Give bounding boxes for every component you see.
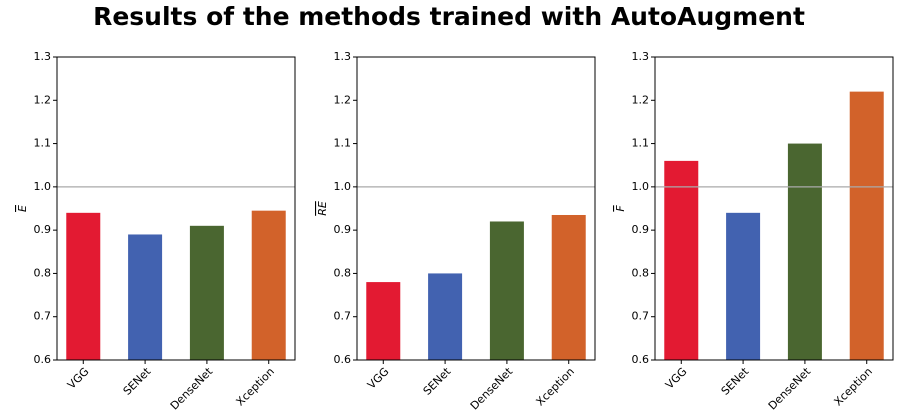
x-tick-label: Xception bbox=[534, 365, 577, 408]
bar bbox=[251, 210, 286, 360]
x-tick-label: Xception bbox=[234, 365, 277, 408]
bar bbox=[189, 225, 224, 360]
y-tick-label: 1.0 bbox=[632, 180, 650, 193]
y-tick-label: 0.6 bbox=[334, 353, 352, 366]
x-tick-label: SENet bbox=[121, 365, 154, 398]
y-tick-label: 1.3 bbox=[632, 50, 650, 63]
bar bbox=[366, 282, 401, 360]
y-tick-label: 0.6 bbox=[632, 353, 650, 366]
bar bbox=[128, 234, 163, 360]
x-tick-label: DenseNet bbox=[766, 365, 814, 413]
y-tick-label: 1.2 bbox=[632, 93, 650, 106]
y-tick-label: 1.3 bbox=[34, 50, 52, 63]
plot-frame bbox=[654, 56, 894, 361]
y-tick-label: 0.8 bbox=[34, 266, 52, 279]
y-tick-label: 0.6 bbox=[34, 353, 52, 366]
y-tick-label: 1.1 bbox=[334, 137, 352, 150]
y-tick-label: 1.1 bbox=[632, 137, 650, 150]
bar bbox=[849, 91, 884, 360]
y-tick-label: 0.7 bbox=[334, 310, 352, 323]
y-tick-label: 1.2 bbox=[34, 93, 52, 106]
y-axis-label: F bbox=[614, 205, 627, 212]
bar bbox=[726, 212, 761, 360]
x-tick-label: SENet bbox=[719, 365, 752, 398]
figure-title: Results of the methods trained with Auto… bbox=[93, 2, 805, 31]
x-tick-label: SENet bbox=[421, 365, 454, 398]
bar bbox=[787, 143, 822, 360]
bar bbox=[551, 214, 586, 360]
bar bbox=[66, 212, 101, 360]
plot-frame bbox=[56, 56, 296, 361]
y-axis-label: RE bbox=[316, 201, 329, 216]
y-tick-label: 0.8 bbox=[632, 266, 650, 279]
y-tick-label: 0.8 bbox=[334, 266, 352, 279]
bar bbox=[664, 160, 699, 360]
x-tick-label: Xception bbox=[832, 365, 875, 408]
bar bbox=[428, 273, 463, 360]
y-tick-label: 1.2 bbox=[334, 93, 352, 106]
y-tick-label: 1.1 bbox=[34, 137, 52, 150]
x-tick-label: VGG bbox=[663, 365, 690, 392]
y-tick-label: 0.9 bbox=[334, 223, 352, 236]
y-tick-label: 0.9 bbox=[34, 223, 52, 236]
y-tick-label: 0.9 bbox=[632, 223, 650, 236]
y-tick-label: 0.7 bbox=[632, 310, 650, 323]
y-axis-label: E bbox=[16, 205, 29, 212]
y-tick-label: 1.3 bbox=[334, 50, 352, 63]
x-tick-label: DenseNet bbox=[168, 365, 216, 413]
plot-frame bbox=[356, 56, 596, 361]
x-tick-label: DenseNet bbox=[468, 365, 516, 413]
x-tick-label: VGG bbox=[65, 365, 92, 392]
y-tick-label: 1.0 bbox=[334, 180, 352, 193]
bar bbox=[489, 221, 524, 360]
y-tick-label: 0.7 bbox=[34, 310, 52, 323]
x-tick-label: VGG bbox=[365, 365, 392, 392]
y-tick-label: 1.0 bbox=[34, 180, 52, 193]
